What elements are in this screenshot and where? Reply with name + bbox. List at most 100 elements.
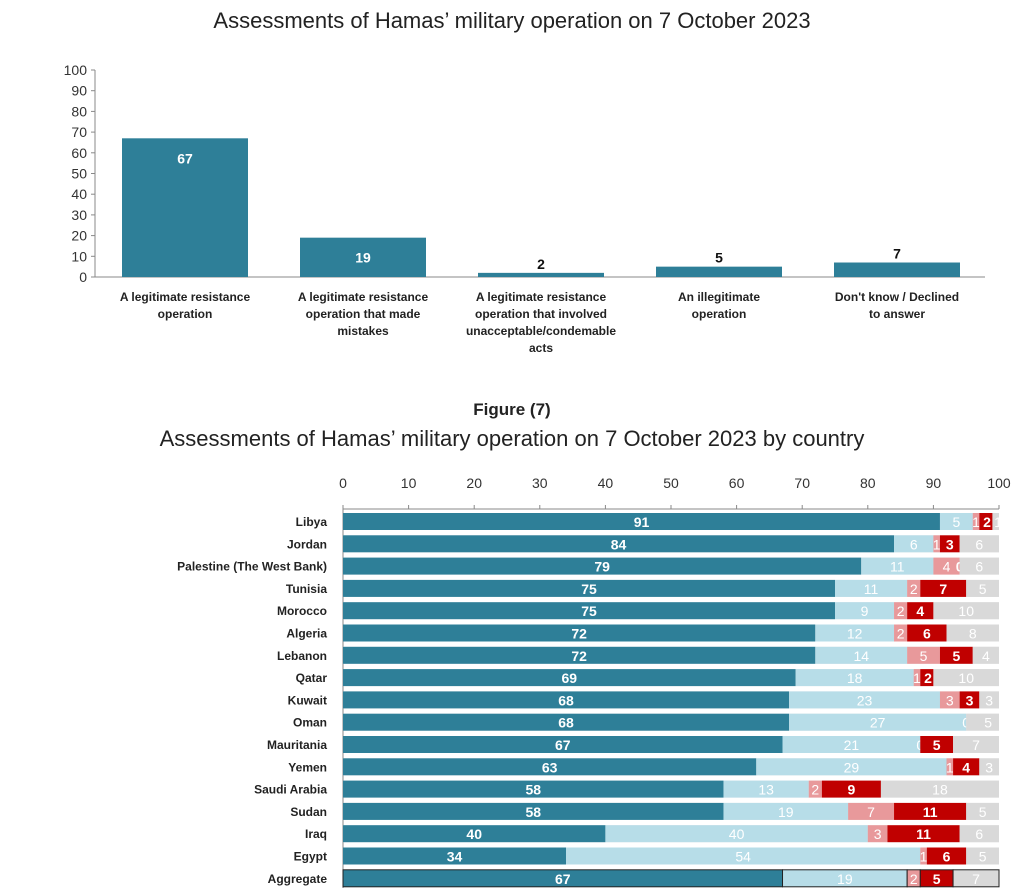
bar-segment <box>959 557 999 575</box>
bar-segment <box>926 847 967 865</box>
data-label: 5 <box>920 648 928 664</box>
data-label: 2 <box>811 782 819 798</box>
data-label: 3 <box>946 536 954 552</box>
bar-segment <box>343 579 835 597</box>
bar <box>478 272 604 277</box>
data-label: 40 <box>466 826 482 842</box>
data-label: 69 <box>562 670 578 686</box>
data-label: 11 <box>916 826 931 842</box>
data-label: 58 <box>525 782 541 798</box>
bar-segment <box>821 780 881 798</box>
bar-segment <box>343 557 862 575</box>
data-label: 1 <box>946 759 954 775</box>
data-label: 6 <box>975 536 983 552</box>
bar-segment <box>343 847 567 865</box>
bar-segment <box>959 535 999 553</box>
y-tick-label: 60 <box>71 145 87 161</box>
bar <box>300 237 426 277</box>
data-label: 72 <box>571 626 587 642</box>
bar-segment <box>867 825 888 843</box>
x-tick-label: 20 <box>466 475 482 491</box>
data-label: 72 <box>571 648 587 664</box>
data-label: 19 <box>355 250 371 266</box>
bar-segment <box>343 713 790 731</box>
data-label: 3 <box>946 692 954 708</box>
data-label: 18 <box>932 782 948 798</box>
bar-segment <box>756 758 947 776</box>
y-tick-label: 10 <box>71 248 87 264</box>
bar-segment <box>959 691 980 709</box>
category-label: Mauritania <box>267 738 327 752</box>
bar-segment <box>933 557 960 575</box>
data-label: 6 <box>943 849 951 865</box>
x-tick-label: 70 <box>794 475 810 491</box>
bar-segment <box>913 669 921 687</box>
x-tick-label: 40 <box>598 475 614 491</box>
data-label: 11 <box>923 804 938 820</box>
bar-segment <box>835 579 908 597</box>
bar-segment <box>933 669 999 687</box>
data-label: 10 <box>958 670 974 686</box>
data-label: 91 <box>634 514 650 530</box>
category-label: Don't know / Declined to answer <box>835 290 959 321</box>
category-label: Morocco <box>277 604 327 618</box>
category-label: Jordan <box>287 537 327 551</box>
bar-segment <box>894 624 908 642</box>
data-label: 67 <box>177 150 193 166</box>
data-label: 5 <box>933 737 941 753</box>
bar-segment <box>861 557 934 575</box>
bar-segment <box>946 624 999 642</box>
data-label: 4 <box>982 648 990 664</box>
bar-segment <box>966 847 999 865</box>
y-tick-label: 50 <box>71 166 87 182</box>
data-label: 4 <box>962 759 970 775</box>
bar-segment <box>795 669 914 687</box>
data-label: 5 <box>933 871 941 887</box>
bar-segment <box>972 513 980 530</box>
data-label: 40 <box>729 826 745 842</box>
bar-segment <box>979 513 993 530</box>
x-tick-label: 0 <box>339 475 347 491</box>
bar-segment <box>343 736 783 753</box>
data-label: 1 <box>933 536 941 552</box>
bar-segment <box>894 802 967 820</box>
data-label: 7 <box>972 871 980 887</box>
data-label: 4 <box>943 559 951 575</box>
bar-segment <box>782 736 921 753</box>
bar-segment <box>933 535 940 553</box>
category-label: Egypt <box>294 850 327 864</box>
bar-segment <box>815 624 895 642</box>
x-tick-label: 30 <box>532 475 548 491</box>
category-label: Algeria <box>286 627 327 641</box>
data-label: 11 <box>864 581 879 597</box>
bar-segment <box>343 780 724 798</box>
y-tick-label: 40 <box>71 186 87 202</box>
data-label: 2 <box>537 256 545 272</box>
x-tick-label: 80 <box>860 475 876 491</box>
data-label: 5 <box>979 849 987 865</box>
bar-segment <box>907 579 921 597</box>
category-label: A legitimate resistance operation <box>120 290 251 321</box>
bar-segment <box>939 646 973 664</box>
category-label: A legitimate resistance operation that in… <box>466 290 616 355</box>
data-label: 8 <box>969 626 977 642</box>
data-label: 19 <box>778 804 794 820</box>
data-label: 6 <box>975 826 983 842</box>
data-label: 75 <box>581 581 597 597</box>
data-label: 19 <box>837 871 853 887</box>
data-label: 9 <box>848 782 856 798</box>
data-label: 68 <box>558 715 574 731</box>
data-label: 58 <box>525 804 541 820</box>
data-label: 29 <box>844 759 860 775</box>
data-label: 34 <box>447 849 463 865</box>
figure-label: Figure (7) <box>473 400 551 419</box>
y-tick-label: 20 <box>71 228 87 244</box>
data-label: 13 <box>758 782 774 798</box>
y-tick-label: 80 <box>71 103 87 119</box>
bar-segment <box>920 579 967 597</box>
data-label: 3 <box>874 826 882 842</box>
data-label: 1 <box>920 849 928 865</box>
bar-segment <box>979 691 999 709</box>
bar-segment <box>815 646 908 664</box>
data-label: 21 <box>844 737 860 753</box>
